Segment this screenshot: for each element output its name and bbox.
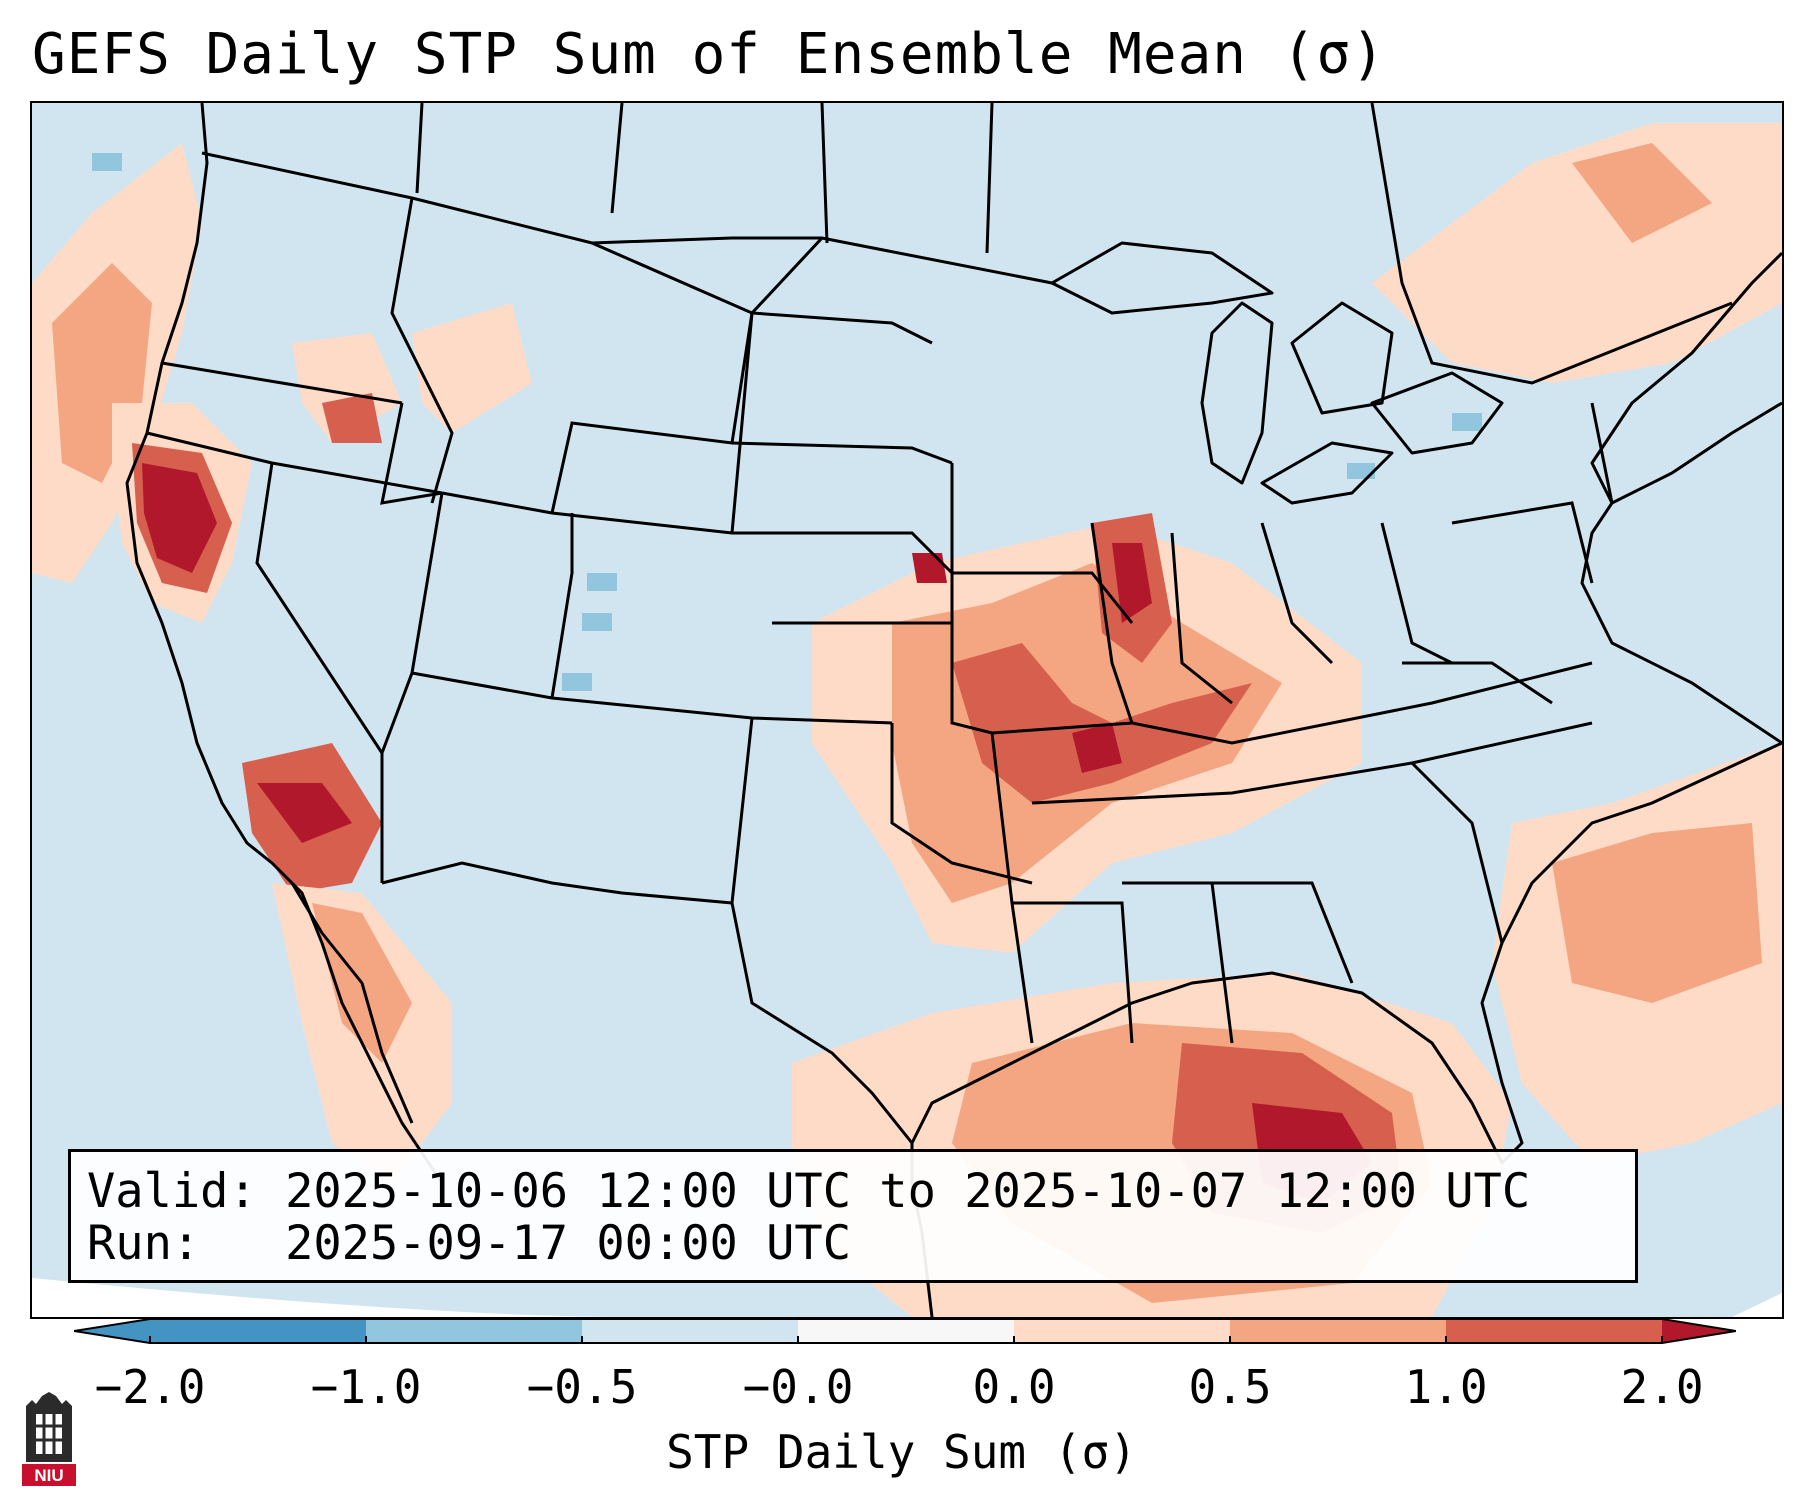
lake-superior bbox=[1050, 241, 1274, 315]
border-nd-sd bbox=[751, 311, 933, 345]
lake-ontario bbox=[1370, 371, 1504, 455]
border-ne-states bbox=[1590, 402, 1614, 504]
stp-region-central-high bbox=[952, 643, 1252, 803]
border-canada-provinces bbox=[820, 103, 829, 244]
stp-negative-patch bbox=[1347, 463, 1375, 479]
colorbar-tick-label: 0.0 bbox=[972, 1360, 1056, 1414]
border-us-canada-east bbox=[1370, 103, 1733, 385]
colorbar-tick-label: 1.0 bbox=[1404, 1360, 1488, 1414]
colorbar-tick-label: −2.0 bbox=[94, 1360, 206, 1414]
stp-region-quebec-mid bbox=[1572, 143, 1712, 243]
border-va-nc bbox=[1402, 661, 1553, 705]
valid-run-box: Valid: 2025-10-06 12:00 UTC to 2025-10-0… bbox=[68, 1149, 1638, 1283]
valid-line: Valid: 2025-10-06 12:00 UTC to 2025-10-0… bbox=[87, 1164, 1530, 1219]
projection-edge bbox=[32, 1278, 632, 1317]
valid-value: 2025-10-06 12:00 UTC to 2025-10-07 12:00… bbox=[285, 1164, 1531, 1219]
border-pa-md bbox=[1380, 522, 1453, 665]
niu-logo-window bbox=[36, 1414, 62, 1454]
coastline-east bbox=[1580, 401, 1782, 745]
border-wa-or bbox=[161, 361, 403, 405]
stp-negative-patch bbox=[92, 153, 122, 171]
niu-logo: NIU bbox=[22, 1392, 76, 1486]
border-sc-ga bbox=[1410, 761, 1504, 944]
border-canada-provinces bbox=[985, 103, 994, 254]
border-id-mt bbox=[390, 197, 454, 504]
colorbar-segment bbox=[1446, 1319, 1662, 1343]
stp-negative-patch bbox=[562, 673, 592, 691]
lake-erie bbox=[1260, 441, 1394, 505]
colorbar-tick-label: −0.5 bbox=[526, 1360, 638, 1414]
stp-region-idaho-mid bbox=[322, 393, 382, 443]
stp-region-montana bbox=[412, 303, 532, 433]
colorbar-segment bbox=[1014, 1319, 1230, 1343]
colorbar-segment bbox=[366, 1319, 582, 1343]
border-nm-tx-mx bbox=[381, 717, 754, 905]
colorbar-segment bbox=[582, 1319, 798, 1343]
border-ia-mo bbox=[952, 571, 1134, 624]
border-tx-rio-grande bbox=[730, 902, 914, 1144]
coastline-pacific bbox=[125, 103, 444, 1184]
coastlines bbox=[125, 103, 1782, 1317]
coastline-northeast bbox=[1590, 251, 1782, 504]
state-borders bbox=[146, 103, 1733, 1144]
stp-region-atlantic-mid bbox=[1552, 823, 1762, 1003]
colorbar-tick-label: −1.0 bbox=[310, 1360, 422, 1414]
map-panel: Valid: 2025-10-06 12:00 UTC to 2025-10-0… bbox=[30, 101, 1784, 1319]
border-ok-tx bbox=[890, 723, 1033, 885]
colorbar-segment bbox=[798, 1319, 1014, 1343]
run-line: Run: 2025-09-17 00:00 UTC bbox=[87, 1216, 851, 1271]
stp-negative-patch bbox=[582, 613, 612, 631]
coastline-gulf-of-california bbox=[290, 882, 414, 1124]
border-ca-nv bbox=[255, 462, 384, 754]
map-title: GEFS Daily STP Sum of Ensemble Mean (σ) bbox=[32, 22, 1386, 87]
niu-logo-grid bbox=[36, 1414, 62, 1454]
colorbar-tick-label: 0.5 bbox=[1188, 1360, 1272, 1414]
colorbar-tick-label: −0.0 bbox=[742, 1360, 854, 1414]
colorbar-segment bbox=[1230, 1319, 1446, 1343]
border-ky-tn-va bbox=[1131, 661, 1593, 745]
border-ny-pa bbox=[1451, 501, 1594, 584]
colorbar-label: STP Daily Sum (σ) bbox=[666, 1425, 1137, 1479]
coastline-gulf bbox=[910, 741, 1782, 1317]
run-value: 2025-09-17 00:00 UTC bbox=[285, 1216, 852, 1271]
colorbar-segment bbox=[150, 1319, 366, 1343]
colorbar-tick-label: 2.0 bbox=[1620, 1360, 1704, 1414]
niu-logo-text: NIU bbox=[34, 1466, 63, 1485]
stp-region-kentucky-max bbox=[1072, 723, 1122, 773]
border-canada-provinces bbox=[415, 103, 424, 194]
colorbar-extend-low bbox=[74, 1319, 150, 1343]
stp-region-illinois-max bbox=[1112, 543, 1152, 623]
stp-negative-patch bbox=[1452, 413, 1482, 431]
valid-label: Valid: bbox=[87, 1164, 257, 1219]
lake-huron bbox=[1290, 301, 1394, 415]
border-al-ga bbox=[1212, 881, 1354, 984]
border-ut-co bbox=[550, 513, 574, 699]
map-canvas bbox=[32, 103, 1782, 1317]
border-sd-ne bbox=[731, 441, 953, 465]
stp-region-iowa-max bbox=[912, 553, 947, 583]
border-mo-west bbox=[950, 463, 1133, 735]
border-id-or bbox=[380, 402, 443, 505]
border-oh-pa bbox=[1260, 522, 1334, 665]
border-ut-az-co-nm bbox=[411, 671, 893, 725]
border-ne-ks bbox=[732, 531, 954, 575]
stp-region-socal-max bbox=[257, 783, 352, 843]
border-tn-south bbox=[1031, 721, 1593, 805]
border-canada-provinces bbox=[610, 103, 624, 214]
border-la-ms bbox=[1012, 901, 1134, 1044]
colorbar bbox=[74, 1318, 1736, 1344]
lake-michigan bbox=[1200, 301, 1274, 485]
colorbar-extend-high bbox=[1662, 1319, 1736, 1343]
border-nv-ut-az bbox=[380, 492, 444, 883]
colorbar-ticks bbox=[149, 1336, 1663, 1344]
border-us-canada-west bbox=[201, 151, 1053, 285]
stp-negative-patch bbox=[587, 573, 617, 591]
projection-edge bbox=[1732, 1293, 1782, 1317]
stp-region-california-max bbox=[142, 463, 217, 573]
run-label: Run: bbox=[87, 1216, 201, 1271]
niu-logo-banner bbox=[22, 1464, 76, 1486]
border-il-in bbox=[1090, 522, 1134, 724]
border-in-oh bbox=[1170, 532, 1233, 705]
